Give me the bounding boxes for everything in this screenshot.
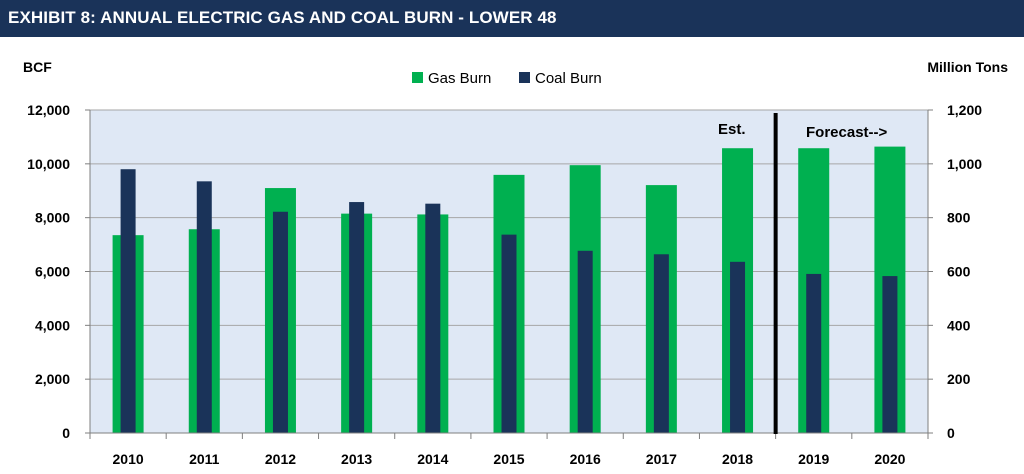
- coal-bar: [272, 211, 288, 433]
- left-tick-label: 2,000: [35, 371, 70, 387]
- right-tick-label: 400: [947, 317, 971, 333]
- x-tick-label: 2019: [798, 451, 829, 467]
- x-tick-label: 2015: [493, 451, 524, 467]
- legend-label-coal: Coal Burn: [535, 70, 602, 87]
- legend-swatch-gas: [412, 72, 423, 83]
- right-tick-label: 600: [947, 264, 971, 280]
- left-axis-ticks: 0 2,000 4,000 6,000 8,000 10,000 12,000: [27, 102, 90, 441]
- coal-bar: [196, 181, 212, 433]
- coal-bar: [806, 273, 822, 433]
- left-tick-label: 10,000: [27, 156, 70, 172]
- x-tick-label: 2018: [722, 451, 753, 467]
- x-tick-label: 2010: [113, 451, 144, 467]
- coal-bar: [425, 203, 441, 433]
- right-axis-label: Million Tons: [927, 59, 1008, 75]
- legend-label-gas: Gas Burn: [428, 70, 491, 87]
- left-tick-label: 12,000: [27, 102, 70, 118]
- right-axis-ticks: 0 200 400 600 800 1,000 1,200: [928, 102, 982, 441]
- coal-bar: [730, 261, 746, 433]
- coal-bar: [653, 254, 669, 433]
- left-tick-label: 6,000: [35, 264, 70, 280]
- left-tick-label: 0: [62, 425, 70, 441]
- exhibit-header: EXHIBIT 8: ANNUAL ELECTRIC GAS AND COAL …: [0, 0, 1024, 37]
- x-tick-label: 2017: [646, 451, 677, 467]
- coal-bar: [577, 250, 593, 433]
- left-axis-label: BCF: [23, 59, 52, 75]
- exhibit-title: EXHIBIT 8: ANNUAL ELECTRIC GAS AND COAL …: [8, 8, 557, 27]
- axes: [89, 110, 929, 439]
- right-tick-label: 1,200: [947, 102, 982, 118]
- right-tick-label: 800: [947, 210, 971, 226]
- x-tick-label: 2020: [874, 451, 905, 467]
- right-tick-label: 0: [947, 425, 955, 441]
- legend-swatch-coal: [519, 72, 530, 83]
- left-tick-label: 4,000: [35, 317, 70, 333]
- legend: Gas Burn Coal Burn: [412, 70, 602, 87]
- annotation-forecast: Forecast-->: [806, 124, 888, 141]
- coal-bar: [349, 202, 365, 433]
- coal-burn-series: [120, 169, 898, 433]
- burn-chart: 0 2,000 4,000 6,000 8,000 10,000 12,000 0 200 40…: [23, 59, 1008, 467]
- right-tick-label: 1,000: [947, 156, 982, 172]
- x-axis-ticks: 2010 2011 2012 2013 2014 2015 2016 2017 2018 2019…: [113, 433, 906, 467]
- annotation-est: Est.: [718, 121, 746, 138]
- coal-bar: [882, 276, 898, 433]
- x-tick-label: 2014: [417, 451, 448, 467]
- left-tick-label: 8,000: [35, 210, 70, 226]
- x-tick-label: 2013: [341, 451, 372, 467]
- right-tick-label: 200: [947, 371, 971, 387]
- coal-bar: [501, 234, 517, 433]
- x-tick-label: 2016: [570, 451, 601, 467]
- coal-bar: [120, 169, 136, 433]
- x-tick-label: 2011: [189, 451, 220, 467]
- x-tick-label: 2012: [265, 451, 296, 467]
